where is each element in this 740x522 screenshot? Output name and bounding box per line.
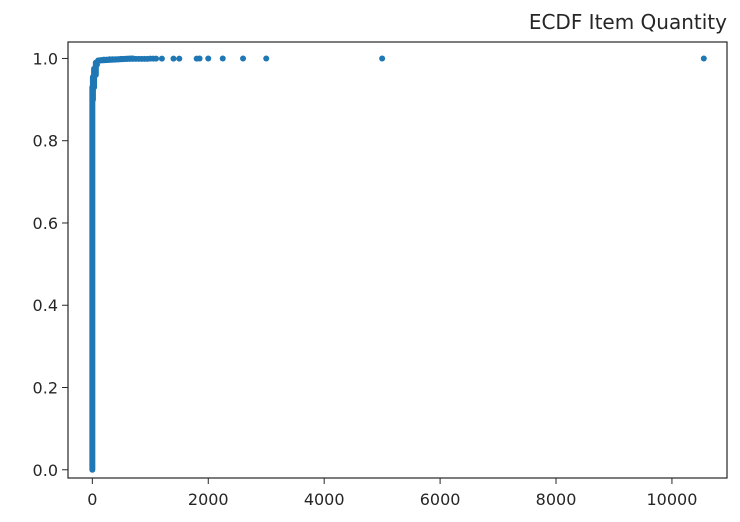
- y-axis: 0.0 0.2 0.4 0.6 0.8 1.0: [33, 49, 68, 480]
- data-point: [263, 55, 270, 62]
- data-point: [176, 55, 183, 62]
- data-point: [170, 55, 177, 62]
- data-point: [90, 76, 97, 83]
- x-tick-label: 10000: [646, 490, 697, 509]
- x-tick-label: 8000: [536, 490, 577, 509]
- x-tick-label: 6000: [420, 490, 461, 509]
- data-point: [158, 55, 165, 62]
- data-point: [196, 55, 203, 62]
- data-point: [700, 55, 707, 62]
- data-point: [379, 55, 386, 62]
- data-point: [89, 88, 96, 95]
- y-tick-label: 0.6: [33, 214, 58, 233]
- data-points: [89, 55, 707, 473]
- y-tick-label: 0.0: [33, 461, 58, 480]
- y-tick-label: 0.4: [33, 296, 58, 315]
- plot-area-frame: [67, 41, 728, 479]
- x-tick-label: 0: [87, 490, 97, 509]
- data-point: [205, 55, 212, 62]
- data-point: [219, 55, 226, 62]
- data-point: [240, 55, 247, 62]
- x-tick-label: 2000: [188, 490, 229, 509]
- x-tick-label: 4000: [304, 490, 345, 509]
- y-tick-label: 1.0: [33, 49, 58, 68]
- x-axis: 0 2000 4000 6000 8000 10000: [87, 478, 697, 509]
- chart-title: ECDF Item Quantity: [529, 10, 727, 34]
- data-point: [153, 55, 160, 62]
- y-tick-label: 0.2: [33, 379, 58, 398]
- y-tick-label: 0.8: [33, 132, 58, 151]
